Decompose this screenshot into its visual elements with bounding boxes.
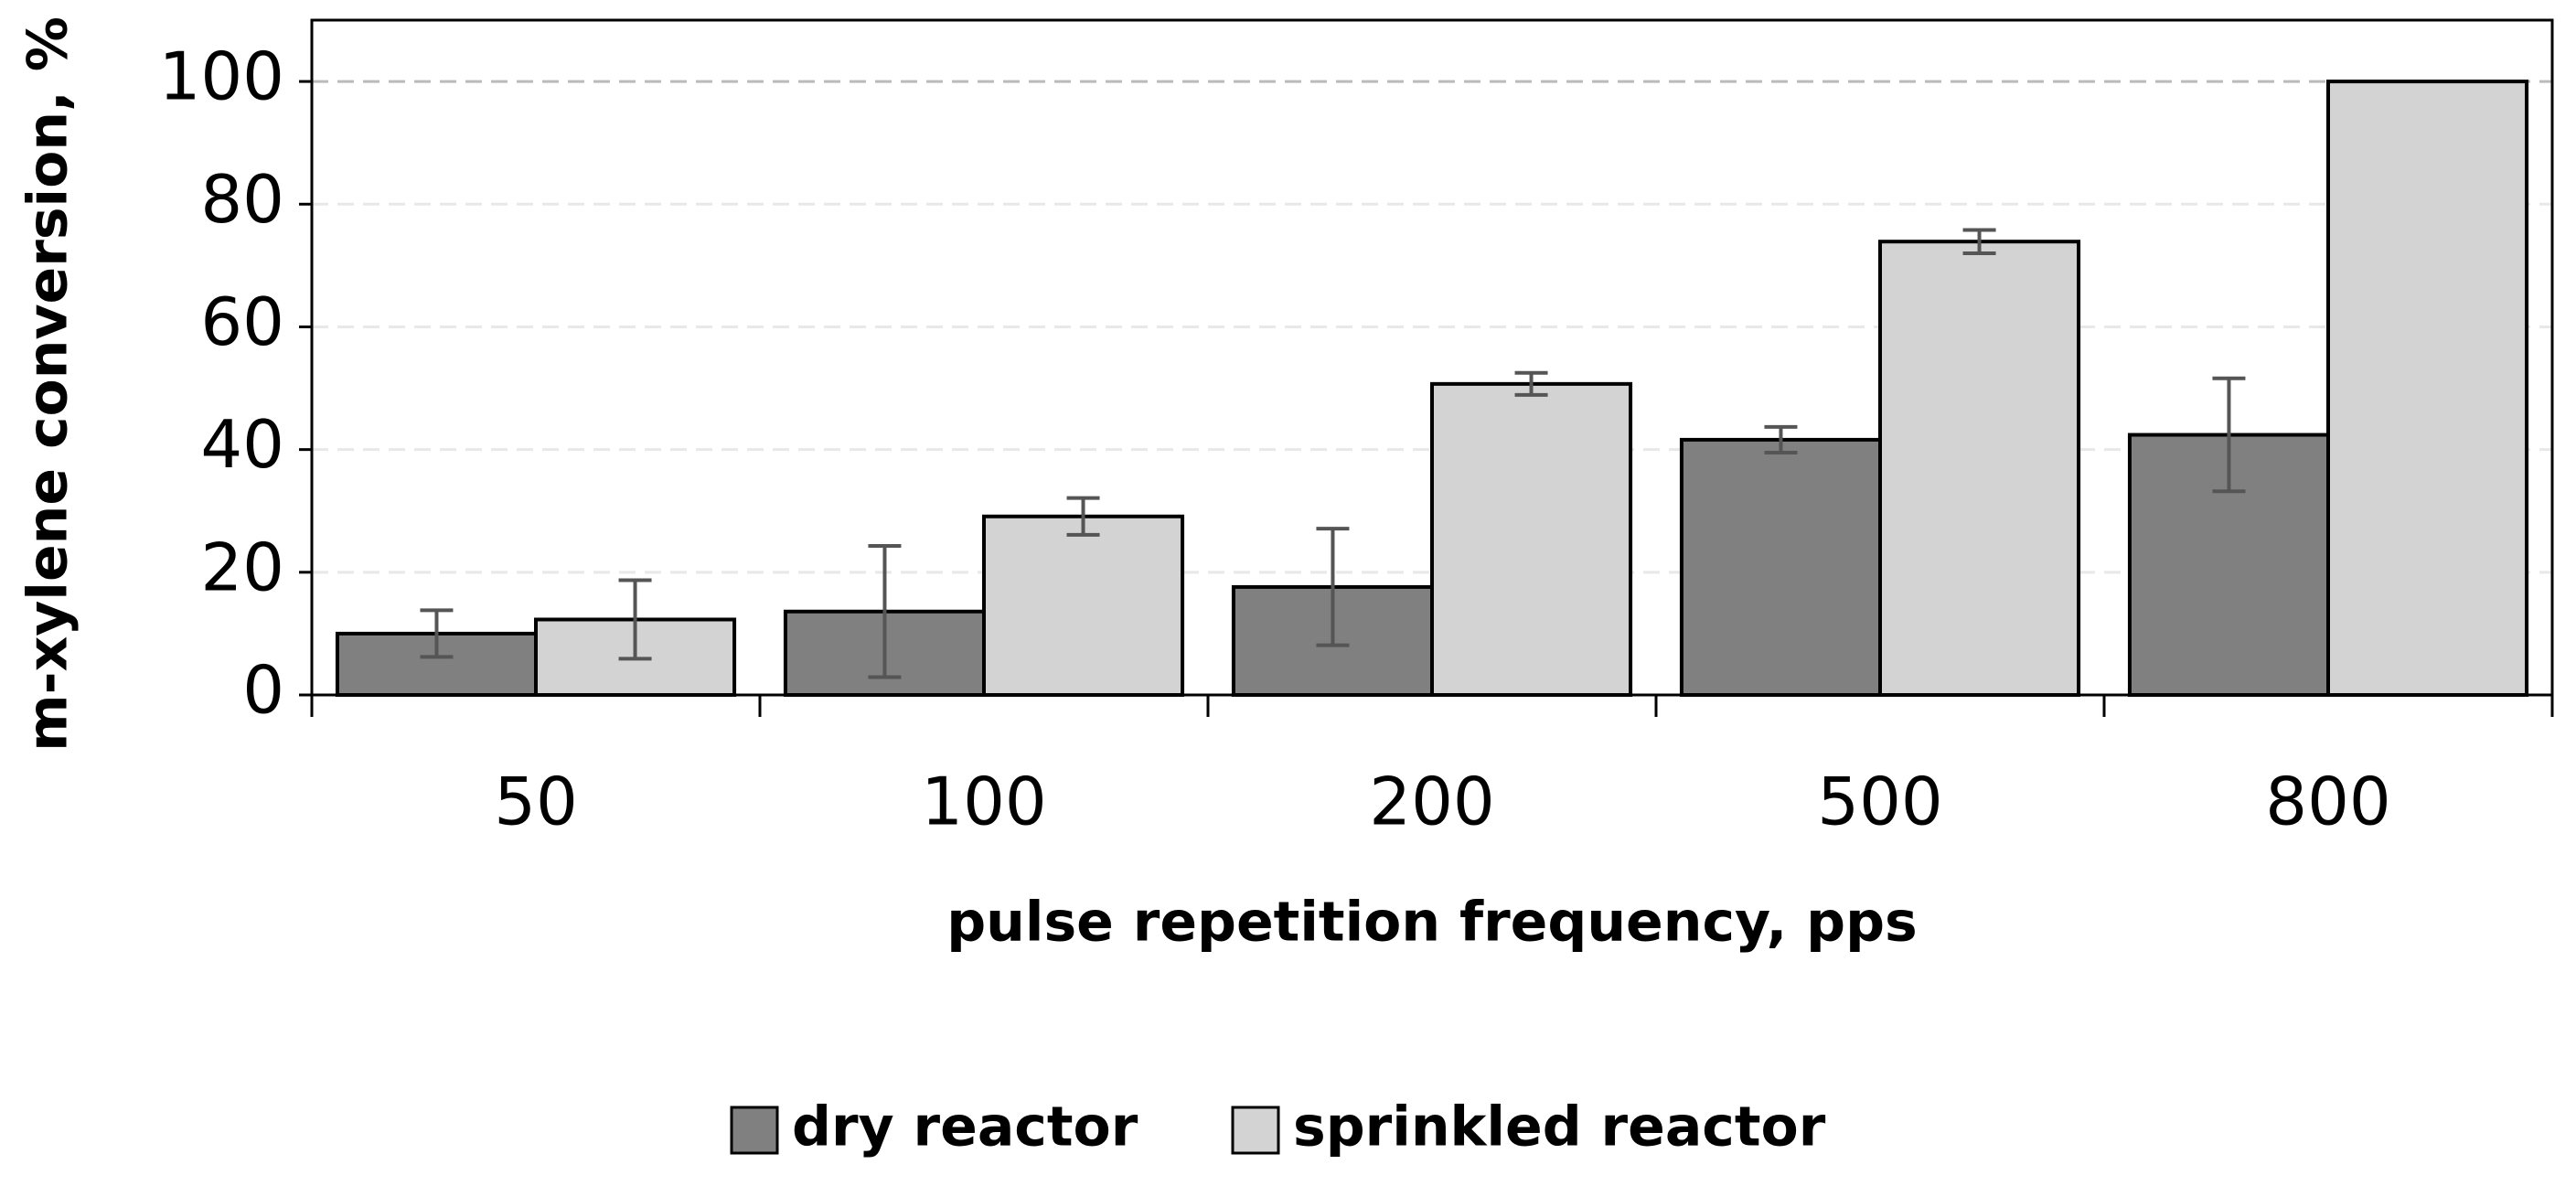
error-bar xyxy=(420,608,454,659)
y-tick-label: 20 xyxy=(200,529,284,605)
x-tick-label: 500 xyxy=(1817,764,1942,840)
x-tick-label: 800 xyxy=(2265,764,2390,840)
legend-label: sprinkled reactor xyxy=(1293,1095,1826,1159)
bar xyxy=(1679,437,1883,697)
bar xyxy=(1430,381,1633,697)
error-bar xyxy=(1962,228,1996,255)
y-axis-title: m-xylene conversion, % xyxy=(16,16,80,752)
x-tick-label: 50 xyxy=(494,764,578,840)
y-tick-label: 80 xyxy=(200,161,284,238)
error-bar xyxy=(1764,424,1798,454)
error-bar xyxy=(1514,370,1548,397)
error-bar xyxy=(868,543,902,679)
legend-label: dry reactor xyxy=(792,1095,1138,1159)
error-bar xyxy=(1066,496,1100,537)
y-tick-label: 100 xyxy=(159,38,284,115)
y-tick-label: 60 xyxy=(200,283,284,360)
error-bar xyxy=(1316,527,1350,647)
bar xyxy=(1878,240,2081,697)
x-tick-label: 200 xyxy=(1369,764,1494,840)
legend-swatch xyxy=(1231,1106,1280,1155)
error-bar xyxy=(618,578,652,661)
legend-swatch xyxy=(730,1106,779,1155)
x-axis-title: pulse repetition frequency, pps xyxy=(946,891,1918,955)
x-tick-label: 100 xyxy=(921,764,1046,840)
bar xyxy=(982,514,1185,697)
bar xyxy=(2326,80,2529,698)
y-tick-label: 40 xyxy=(200,406,284,483)
error-bar xyxy=(2212,376,2246,494)
y-tick-label: 0 xyxy=(242,652,284,729)
